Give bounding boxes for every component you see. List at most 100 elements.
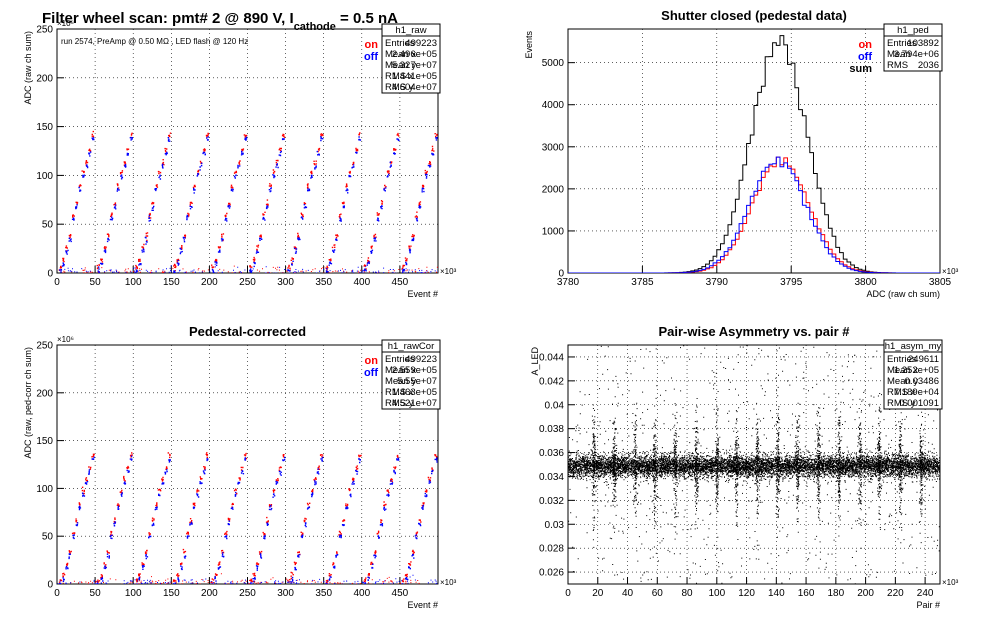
chart-title: Pedestal-corrected [189, 324, 306, 339]
stats-label: Mean x [385, 49, 416, 60]
x-tick-label: 300 [277, 277, 294, 288]
x-axis-label: Pair # [916, 600, 940, 610]
stats-value: 1.441e+05 [392, 71, 437, 82]
y-tick-label: 0.028 [539, 544, 564, 555]
y-tick-label: 250 [36, 341, 53, 352]
x-tick-label: 200 [201, 277, 218, 288]
x-axis-label: ADC (raw ch sum) [866, 289, 940, 299]
x-multiplier: ×10³ [440, 267, 457, 276]
asymmetry-points [568, 345, 940, 584]
grid [56, 344, 438, 585]
y-axis-label: ADC (raw ch sum) [23, 31, 33, 105]
stats-label: Entries [385, 354, 415, 365]
y-tick-label: 200 [36, 388, 53, 399]
y-axis-label: ADC (raw, ped-corr ch sum) [23, 347, 33, 459]
x-tick-label: 350 [315, 277, 332, 288]
data-layer [58, 130, 438, 273]
panel-pedestal-corrected: Pedestal-corrected 0 50 100 150 200 250 300 350 4… [23, 324, 457, 610]
stats-value: 249611 [908, 354, 939, 365]
stats-value: 0.03486 [905, 376, 939, 387]
y-tick-label: 0.044 [539, 352, 564, 363]
series-points [58, 130, 438, 273]
x-tick-label: 150 [163, 277, 180, 288]
y-tick-label: 2000 [542, 184, 565, 195]
x-tick-label: 20 [592, 588, 604, 599]
stats-label: RMS x [385, 71, 414, 82]
y-tick-label: 0.038 [539, 424, 564, 435]
x-tick-label: 450 [392, 277, 409, 288]
stats-box-frame [883, 23, 943, 72]
y-tick-label: 3000 [542, 142, 565, 153]
x-tick-label: 50 [90, 588, 102, 599]
y-tick-label: 0.036 [539, 448, 564, 459]
y-tick-label: 100 [36, 484, 53, 495]
stats-value: 2.559e+05 [392, 365, 437, 376]
x-tick-label: 3785 [631, 277, 654, 288]
legend-entry-on: on [365, 39, 379, 51]
y-multiplier: ×10⁶ [57, 19, 74, 28]
y-tick-label: 0 [47, 580, 53, 591]
x-tick-label: 100 [125, 588, 142, 599]
y-tick-label: 0.034 [539, 472, 564, 483]
y-tick-label: 5000 [542, 58, 565, 69]
stats-label: Mean [887, 49, 911, 60]
y-tick-label: 4000 [542, 100, 565, 111]
y-tick-label: 150 [36, 436, 53, 447]
y-tick-label: 0 [47, 269, 53, 280]
series-off [59, 136, 438, 273]
chart-title: Shutter closed (pedestal data) [661, 8, 847, 23]
stats-value: 0.001091 [899, 398, 939, 409]
x-tick-label: 200 [857, 588, 874, 599]
stats-box-name: h1_ped [897, 25, 929, 36]
legend-entry-off: off [364, 51, 378, 63]
data-layer [57, 452, 438, 584]
stats-value: 499223 [405, 38, 437, 49]
x-tick-label: 450 [392, 588, 409, 599]
stats-label: RMS y [887, 398, 916, 409]
y-tick-label: 50 [42, 532, 54, 543]
stats-box-name: h1_asym_my [885, 341, 942, 352]
stats-label: Mean y [385, 60, 416, 71]
x-tick-label: 40 [622, 588, 634, 599]
legend-entry-on: on [859, 39, 873, 51]
stats-value: 103892 [907, 38, 939, 49]
x-tick-label: 3795 [780, 277, 803, 288]
x-tick-label: 250 [239, 277, 256, 288]
stats-value: 4.521e+07 [392, 398, 437, 409]
y-tick-label: 0.026 [539, 568, 564, 579]
histogram-on [568, 156, 940, 273]
x-tick-label: 250 [239, 588, 256, 599]
y-tick-label: 250 [36, 25, 53, 36]
legend-entry-off: off [364, 367, 378, 379]
panel-asymmetry: Pair-wise Asymmetry vs. pair # 0 20 40 60 80 1… [530, 324, 959, 610]
x-tick-label: 0 [54, 277, 60, 288]
x-tick-label: 120 [738, 588, 755, 599]
plot-frame [56, 344, 439, 585]
stats-label: Mean x [385, 365, 416, 376]
panel-raw: 0 50 100 150 200 250 300 350 400 450 0 50 100 150 200 2… [23, 19, 457, 299]
stats-value: 1.463e+05 [392, 387, 437, 398]
series-points [59, 136, 438, 273]
x-tick-label: 400 [353, 277, 370, 288]
stats-label: Mean y [385, 376, 416, 387]
stats-value: 1.252e+05 [894, 365, 939, 376]
x-axis-label: Event # [407, 289, 438, 299]
x-tick-label: 0 [565, 588, 571, 599]
stats-box-name: h1_rawCor [388, 341, 434, 352]
x-tick-label: 220 [887, 588, 904, 599]
stats-value: 7.189e+04 [894, 387, 939, 398]
x-tick-label: 200 [201, 588, 218, 599]
stats-label: Entries [887, 38, 917, 49]
x-tick-label: 400 [353, 588, 370, 599]
legend-entry-sum: sum [849, 63, 872, 75]
grid [56, 28, 438, 274]
x-tick-label: 3800 [854, 277, 877, 288]
x-multiplier: ×10³ [942, 578, 959, 587]
legend-entry-off: off [858, 51, 872, 63]
plot-frame [567, 28, 941, 274]
